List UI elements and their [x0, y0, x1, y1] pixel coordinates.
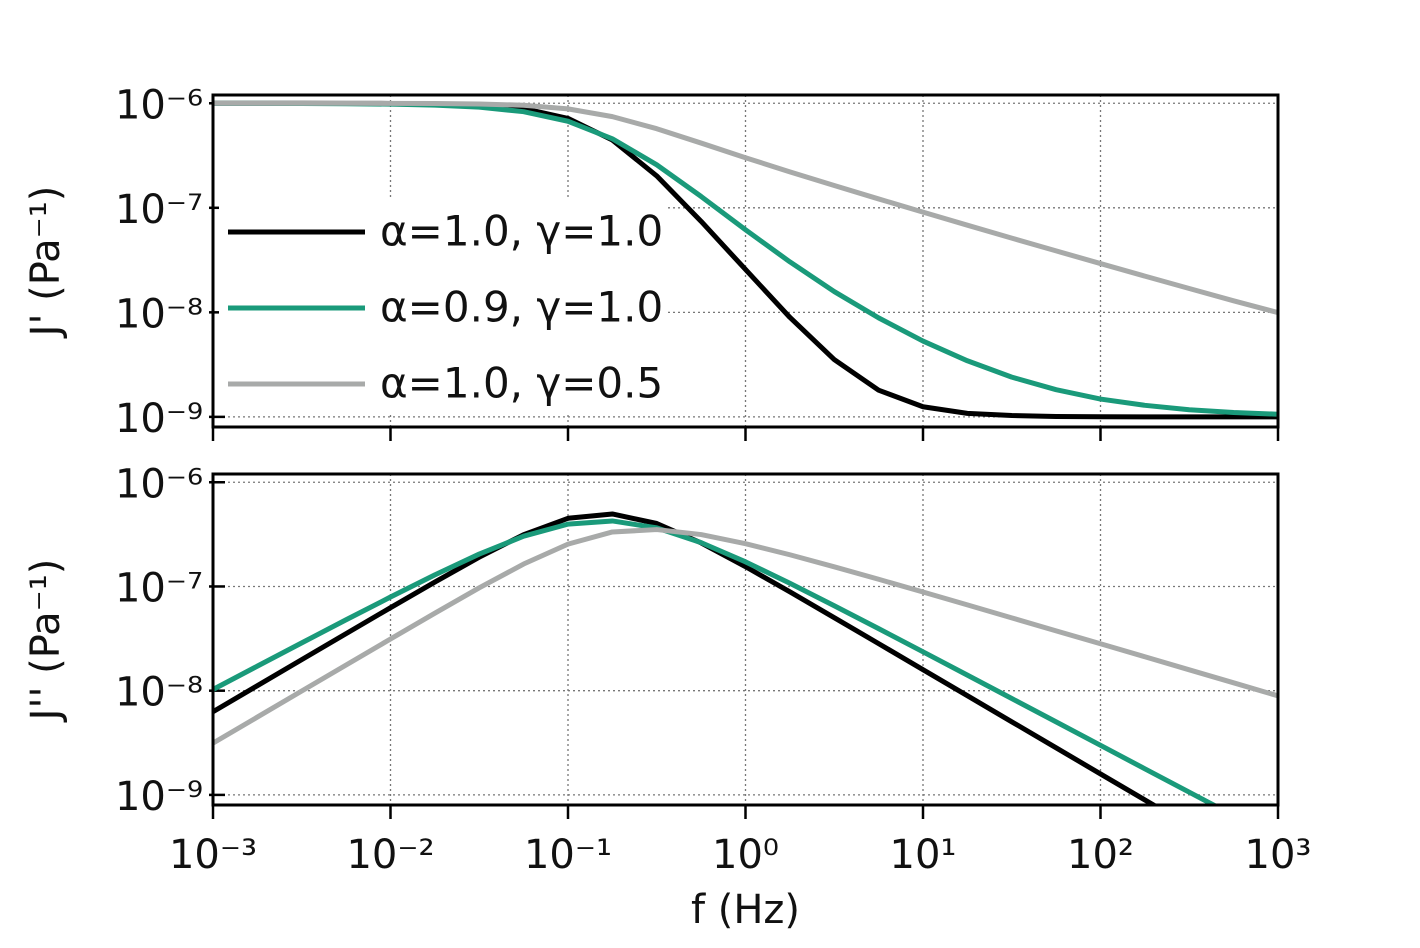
- y-tick-label: 10⁻⁸: [115, 291, 203, 337]
- x-tick-label: 10¹: [890, 832, 957, 878]
- x-tick-label: 10⁻²: [346, 832, 434, 878]
- legend-label: α=1.0, γ=0.5: [380, 359, 663, 408]
- y-tick-label: 10⁻⁶: [115, 461, 203, 507]
- plot-frame: [211, 472, 1280, 807]
- y-axis-label: J' (Pa⁻¹): [23, 186, 69, 340]
- y-axis-label: J'' (Pa⁻¹): [23, 559, 69, 724]
- x-tick-label: 10³: [1245, 832, 1312, 878]
- legend-label: α=1.0, γ=1.0: [380, 207, 663, 256]
- series-line: [213, 527, 1278, 746]
- panel: 10⁻³ 10⁻² 10⁻¹ 10⁰ 10¹ 10² 10³ 10⁻⁹ 10⁻⁸ 10⁻⁷ 10⁻⁶…: [23, 461, 1311, 933]
- series-line: [213, 100, 1278, 316]
- y-tick-label: 10⁻⁷: [115, 565, 203, 611]
- x-tick-label: 10⁰: [712, 832, 779, 878]
- x-tick-label: 10⁻³: [169, 832, 257, 878]
- y-tick-label: 10⁻⁷: [115, 187, 203, 233]
- y-tick-label: 10⁻⁹: [115, 396, 203, 442]
- y-tick-label: 10⁻⁸: [115, 670, 203, 716]
- panel: 10⁻⁹ 10⁻⁸ 10⁻⁷ 10⁻⁶ α=1.0, γ=1.0 α=0.9, γ=1.0…: [23, 82, 1280, 442]
- plot-frame: [211, 93, 1280, 429]
- x-axis-label: f (Hz): [691, 887, 800, 933]
- y-tick-label: 10⁻⁹: [115, 774, 203, 820]
- plot-area: [213, 511, 1278, 805]
- plot-area: [213, 100, 1278, 420]
- x-tick-label: 10⁻¹: [524, 832, 612, 878]
- series-line: [213, 511, 1159, 805]
- y-tick-label: 10⁻⁶: [115, 82, 203, 128]
- series-line: [213, 518, 1219, 805]
- x-tick-label: 10²: [1067, 832, 1134, 878]
- legend-label: α=0.9, γ=1.0: [380, 283, 663, 332]
